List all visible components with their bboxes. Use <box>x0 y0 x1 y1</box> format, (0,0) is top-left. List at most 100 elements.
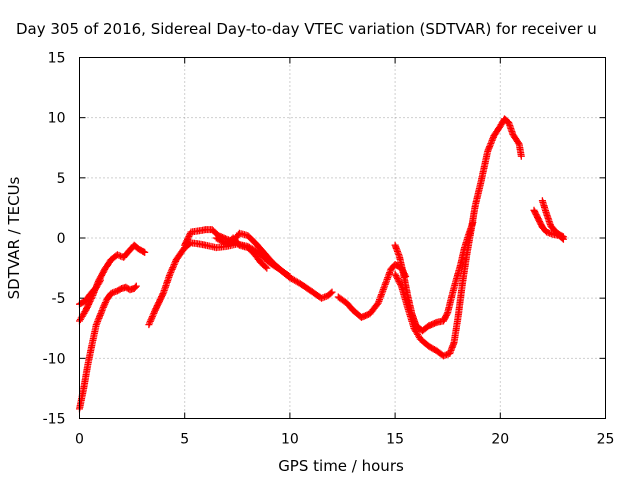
series-arc-2 <box>76 276 104 308</box>
data-point <box>148 314 156 322</box>
data-point <box>132 282 140 290</box>
data-point <box>170 261 178 268</box>
data-point <box>393 273 401 281</box>
y-tick-label: 0 <box>57 231 66 247</box>
data-point <box>391 270 399 278</box>
data-point <box>84 302 92 310</box>
data-point <box>182 238 190 246</box>
y-tick-label: -10 <box>43 351 66 367</box>
data-point <box>171 259 179 267</box>
y-tick-label: 15 <box>48 51 66 67</box>
data-markers <box>76 115 567 413</box>
data-point <box>101 299 109 307</box>
data-point <box>146 317 154 325</box>
chart-title: Day 305 of 2016, Sidereal Day-to-day VTE… <box>16 20 597 38</box>
data-point <box>146 319 154 327</box>
data-point <box>99 305 107 313</box>
grid <box>79 57 606 419</box>
data-point <box>328 288 336 296</box>
x-tick-labels: 0 5 10 15 20 25 <box>75 432 614 448</box>
data-point <box>153 302 161 310</box>
x-tick-label: 15 <box>386 432 404 448</box>
data-point <box>153 303 161 311</box>
y-tick-label: -15 <box>43 412 66 428</box>
data-point <box>96 311 104 319</box>
data-point <box>155 299 163 307</box>
data-point <box>514 139 522 147</box>
series-arc-10 <box>530 206 567 243</box>
data-point <box>394 275 401 283</box>
series-arc-3 <box>76 282 140 413</box>
data-point <box>156 297 163 305</box>
data-point <box>99 268 107 276</box>
data-point <box>158 291 166 299</box>
data-point <box>487 140 495 147</box>
data-point <box>156 296 164 304</box>
data-point <box>145 321 153 329</box>
data-point <box>395 278 403 286</box>
data-point <box>397 281 405 289</box>
data-point <box>98 270 106 278</box>
data-point <box>109 289 117 297</box>
data-point <box>150 309 158 317</box>
y-tick-label: -5 <box>52 291 66 307</box>
plot-frame <box>79 57 606 419</box>
data-point <box>141 248 149 256</box>
data-point <box>167 267 175 275</box>
x-axis-title: GPS time / hours <box>278 457 404 475</box>
y-tick-labels: -15 -10 -5 0 5 10 15 <box>43 51 66 428</box>
data-point <box>166 270 174 278</box>
data-point <box>262 263 269 271</box>
data-point <box>92 321 100 329</box>
data-point <box>169 264 177 272</box>
data-point <box>489 135 497 143</box>
y-tick-label: 5 <box>57 171 66 187</box>
data-point <box>131 283 139 291</box>
data-point <box>96 278 104 286</box>
series-arc-4 <box>145 239 336 329</box>
axis-ticks <box>79 57 606 419</box>
data-point <box>159 290 167 298</box>
data-point <box>443 310 451 318</box>
data-point <box>152 305 160 313</box>
data-point <box>396 279 404 287</box>
series-arc-11 <box>538 197 567 241</box>
data-point <box>100 302 108 310</box>
data-point <box>158 293 166 301</box>
data-point <box>170 262 177 270</box>
series-arc-7 <box>334 261 410 321</box>
x-tick-label: 0 <box>75 432 84 448</box>
data-point <box>168 265 176 273</box>
data-point <box>392 272 400 280</box>
data-point <box>263 264 271 272</box>
x-tick-label: 5 <box>180 432 189 448</box>
data-point <box>81 308 89 316</box>
data-point <box>558 232 566 240</box>
data-point <box>148 313 156 321</box>
series-arc-6 <box>212 234 271 272</box>
data-point <box>83 303 91 311</box>
y-axis-title: SDTVAR / TECUs <box>5 176 23 299</box>
data-point <box>94 316 102 324</box>
data-point <box>151 308 158 316</box>
series-arc-1 <box>76 241 149 325</box>
data-point <box>394 276 402 284</box>
data-point <box>286 273 294 280</box>
data-point <box>97 276 104 284</box>
y-tick-label: 10 <box>48 111 66 127</box>
data-point <box>517 152 525 160</box>
x-tick-label: 10 <box>281 432 299 448</box>
data-point <box>285 272 292 279</box>
data-point <box>147 316 155 324</box>
data-point <box>149 311 157 319</box>
data-point <box>154 300 162 308</box>
series-arc-9 <box>391 115 525 360</box>
data-point <box>101 300 109 308</box>
series-arc-5 <box>181 226 294 280</box>
x-tick-label: 25 <box>597 432 615 448</box>
data-point <box>99 303 107 311</box>
data-point <box>172 257 180 265</box>
data-point <box>167 269 175 276</box>
data-point <box>327 289 335 297</box>
